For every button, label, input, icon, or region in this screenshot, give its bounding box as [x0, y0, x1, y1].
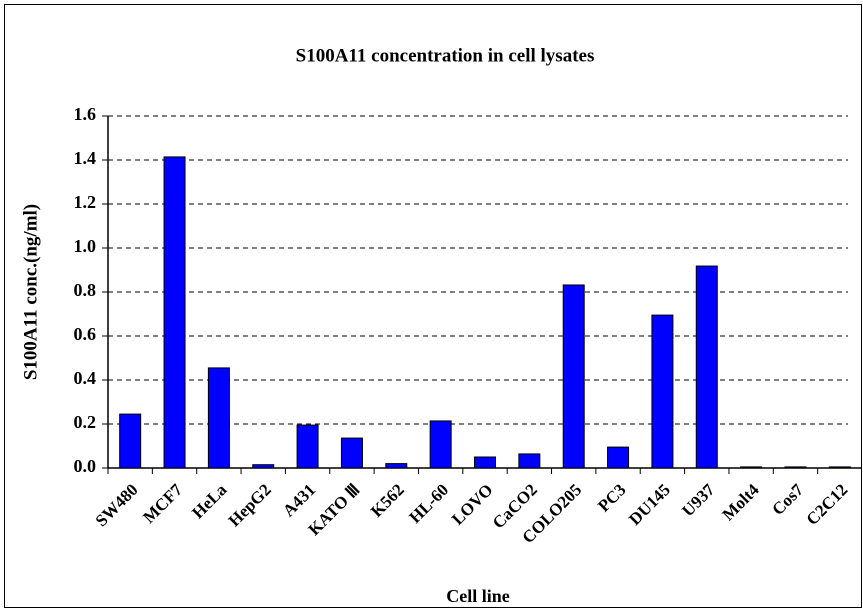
- bar: [119, 413, 142, 469]
- bar: [740, 466, 763, 469]
- bar: [385, 463, 408, 469]
- bar: [429, 420, 452, 469]
- bar: [252, 464, 275, 469]
- y-tick-label: 0.4: [74, 368, 97, 388]
- y-tick-label: 0.8: [74, 280, 97, 300]
- bar: [518, 453, 541, 469]
- bar: [474, 456, 496, 469]
- y-tick-label: 1.6: [74, 104, 97, 124]
- y-tick-label: 1.2: [74, 192, 97, 212]
- bar: [296, 424, 319, 469]
- bar: [607, 446, 630, 469]
- bar: [651, 314, 674, 469]
- y-tick-label: 1.4: [74, 148, 97, 168]
- y-tick-label: 1.0: [74, 236, 97, 256]
- bar: [340, 437, 363, 469]
- bar: [163, 156, 186, 469]
- bar: [562, 284, 585, 469]
- bar: [207, 367, 230, 469]
- bar: [784, 466, 807, 469]
- y-tick-label: 0.6: [74, 324, 97, 344]
- bar: [695, 265, 718, 469]
- y-tick-label: 0.0: [74, 456, 97, 476]
- y-tick-label: 0.2: [74, 412, 97, 432]
- chart-title: S100A11 concentration in cell lysates: [296, 45, 595, 66]
- y-axis-label: S100A11 conc.(ng/ml): [20, 204, 41, 380]
- chart-frame: [4, 4, 862, 608]
- x-axis-label: Cell line: [446, 586, 510, 606]
- bar: [828, 466, 851, 469]
